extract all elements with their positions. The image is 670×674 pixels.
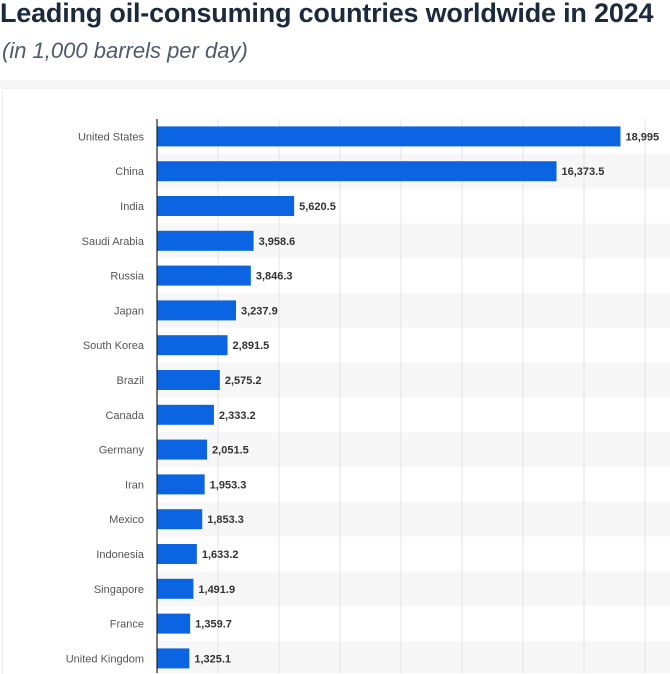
value-label: 1,359.7 (195, 619, 232, 631)
category-label: Brazil (116, 375, 144, 387)
bar (157, 613, 191, 634)
chart-title: Leading oil-consuming countries worldwid… (0, 0, 654, 28)
bar (157, 335, 228, 356)
value-label: 2,333.2 (219, 410, 256, 422)
bar (157, 439, 208, 460)
category-label: India (120, 201, 145, 213)
bar (157, 300, 237, 321)
value-label: 18,995 (625, 131, 659, 143)
bar (157, 230, 254, 251)
value-label: 1,853.3 (207, 514, 244, 526)
value-label: 2,891.5 (233, 340, 270, 352)
category-label: Canada (105, 410, 144, 422)
value-label: 1,953.3 (210, 479, 247, 491)
category-label: France (110, 619, 144, 631)
category-label: Germany (99, 445, 145, 457)
bar (157, 126, 621, 147)
chart-subtitle: (in 1,000 barrels per day) (2, 38, 248, 63)
value-label: 3,237.9 (241, 305, 278, 317)
category-label: Japan (114, 305, 144, 317)
value-label: 2,575.2 (225, 375, 262, 387)
category-label: United Kingdom (66, 653, 144, 665)
value-label: 3,846.3 (256, 271, 293, 283)
value-label: 1,491.9 (198, 584, 235, 596)
bar (157, 370, 220, 390)
category-label: Iran (125, 479, 144, 491)
bar (157, 196, 295, 216)
bar (157, 161, 557, 182)
bar (157, 578, 194, 599)
bar (157, 404, 214, 425)
row-band (157, 641, 670, 673)
value-label: 2,051.5 (212, 445, 249, 457)
category-label: South Korea (83, 340, 145, 352)
value-label: 5,620.5 (299, 201, 336, 213)
category-label: Indonesia (96, 549, 145, 561)
category-label: United States (78, 131, 145, 143)
value-label: 1,325.1 (194, 653, 231, 665)
value-label: 3,958.6 (259, 236, 296, 248)
value-label: 16,373.5 (562, 166, 605, 178)
category-label: China (115, 166, 145, 178)
bar (157, 509, 203, 530)
value-label: 1,633.2 (202, 549, 239, 561)
bar (157, 648, 190, 669)
bar (157, 544, 197, 564)
panel-top-band (0, 80, 670, 88)
category-label: Saudi Arabia (82, 236, 145, 248)
bar (157, 474, 205, 495)
bar (157, 265, 251, 286)
category-label: Russia (110, 271, 145, 283)
category-label: Singapore (94, 584, 144, 596)
category-label: Mexico (109, 514, 144, 526)
